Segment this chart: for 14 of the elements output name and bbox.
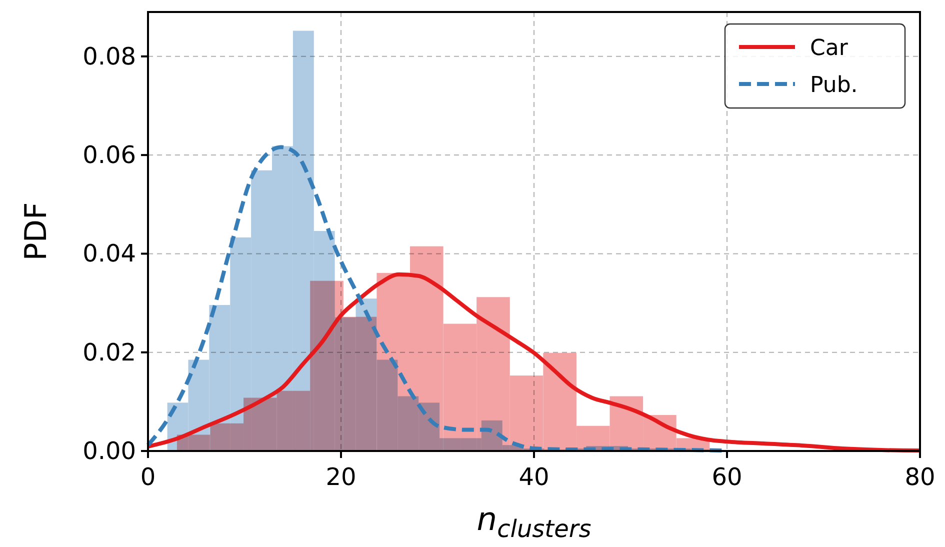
x-tick-label: 40 bbox=[518, 463, 550, 491]
x-tick-label: 60 bbox=[712, 463, 742, 491]
y-tick-label: 0.06 bbox=[82, 141, 136, 170]
x-tick-label: 80 bbox=[904, 463, 936, 491]
x-tick-label: 0 bbox=[140, 463, 156, 491]
legend-label: Pub. bbox=[810, 73, 858, 98]
y-tick-label: 0.02 bbox=[82, 338, 136, 366]
x-tick-label: 20 bbox=[326, 463, 356, 491]
legend-label: Car bbox=[810, 36, 849, 61]
y-tick-label: 0.00 bbox=[82, 437, 136, 465]
y-axis-title: PDF bbox=[19, 202, 54, 261]
y-tick-label: 0.04 bbox=[82, 240, 136, 268]
x-axis-title: n$_{clusters}$ bbox=[476, 500, 592, 544]
y-tick-label: 0.08 bbox=[82, 42, 136, 70]
